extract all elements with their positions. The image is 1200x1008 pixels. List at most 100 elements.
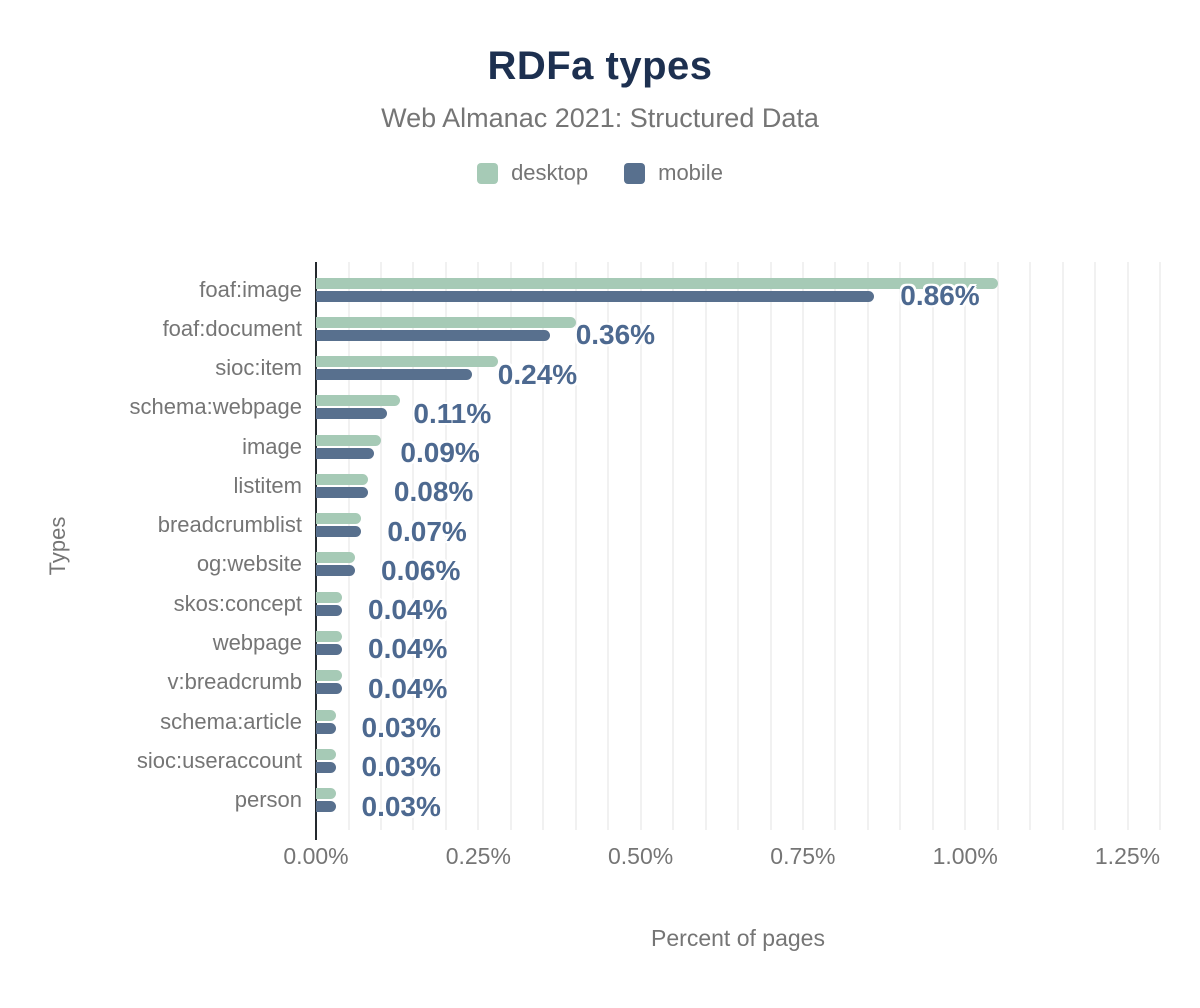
bar-row: v:breadcrumb 0.04% [167, 663, 1160, 704]
bar-row: schema:article 0.03% [160, 702, 1160, 744]
bar-mobile [316, 369, 472, 381]
gridline [931, 262, 934, 830]
category-label: schema:webpage [129, 394, 302, 420]
bar-desktop [316, 356, 498, 368]
bar-mobile [316, 604, 342, 616]
chart-title: RDFa types [487, 44, 713, 88]
gridline [412, 262, 415, 830]
gridline [801, 262, 804, 830]
bar-row: foaf:document 0.36% [163, 309, 1160, 351]
bar-mobile [316, 526, 362, 538]
bar-mobile [316, 683, 342, 695]
x-axis-ticks: 0.00% 0.25% 0.50% 0.75% 1.00% 1.25% [283, 843, 1161, 873]
bar-desktop [316, 395, 401, 407]
gridline [737, 262, 739, 830]
bar-mobile [316, 565, 355, 577]
legend-label-desktop: desktop [511, 160, 589, 185]
gridline [1126, 262, 1129, 830]
bar-row: sioc:useraccount 0.03% [137, 741, 1160, 783]
bar-desktop [316, 630, 342, 642]
bar-row: skos:concept 0.04% [174, 584, 1160, 626]
gridline [834, 262, 837, 830]
gridline [379, 262, 382, 830]
bar-desktop [316, 277, 998, 289]
legend-swatch-mobile [624, 162, 646, 184]
gridline [672, 262, 675, 830]
bar-mobile [316, 722, 336, 734]
data-label: 0.06% [381, 554, 461, 586]
gridline [639, 262, 642, 830]
category-label: foaf:image [199, 276, 302, 302]
chart-subtitle: Web Almanac 2021: Structured Data [381, 103, 819, 133]
bar-row: og:website 0.06% [197, 545, 1160, 586]
bar-desktop [316, 748, 336, 760]
data-label: 0.04% [368, 672, 448, 704]
legend-item-mobile: mobile [624, 160, 723, 186]
bar-mobile [316, 329, 550, 341]
bar-mobile [316, 408, 388, 420]
category-label: og:website [196, 551, 302, 577]
data-label: 0.03% [361, 712, 441, 744]
plot-area: foaf:image 0.86% foaf:document 0.36% sioc:it… [130, 262, 1161, 869]
data-label: 0.03% [361, 751, 441, 783]
category-label: webpage [212, 630, 302, 656]
bar-desktop [316, 316, 576, 328]
bar-mobile [316, 290, 875, 302]
data-label: 0.24% [497, 358, 578, 390]
bar-desktop [316, 434, 381, 446]
data-label: 0.08% [393, 476, 474, 508]
x-tick-label: 0.00% [283, 843, 349, 869]
gridline [866, 262, 869, 830]
category-label: foaf:document [162, 315, 302, 341]
bar-mobile [316, 801, 336, 813]
category-label: skos:concept [173, 590, 302, 616]
bar-row: person 0.03% [235, 780, 1160, 821]
x-tick-label: 1.25% [1094, 843, 1161, 869]
bar-desktop [316, 670, 342, 682]
category-label: person [234, 787, 302, 813]
data-label: 0.09% [400, 437, 480, 469]
gridline [964, 262, 967, 830]
bar-rows: foaf:image 0.86% foaf:document 0.36% sioc:it… [130, 270, 1160, 822]
y-axis-line [315, 262, 317, 840]
bar-row: sioc:item 0.24% [215, 349, 1160, 390]
gridline [996, 262, 999, 830]
x-tick-label: 1.00% [932, 843, 998, 869]
category-label: v:breadcrumb [167, 669, 302, 695]
bar-desktop [316, 591, 342, 603]
data-label: 0.04% [368, 633, 448, 665]
gridline [1029, 262, 1032, 830]
category-label: breadcrumblist [157, 512, 302, 538]
bar-mobile [316, 486, 368, 498]
data-label: 0.86% [900, 280, 980, 312]
gridline [574, 262, 577, 830]
gridline [1061, 262, 1064, 830]
bar-row: image 0.09% [242, 427, 1160, 469]
bar-desktop [316, 788, 336, 800]
legend-item-desktop: desktop [477, 160, 588, 186]
bar-row: foaf:image 0.86% [199, 270, 1160, 312]
gridline [542, 262, 545, 830]
x-tick-label: 0.50% [607, 843, 674, 869]
bar-row: breadcrumblist 0.07% [158, 506, 1160, 546]
category-label: sioc:useraccount [136, 747, 302, 773]
legend-swatch-desktop [477, 162, 499, 184]
bar-mobile [316, 643, 342, 655]
x-tick-label: 0.75% [770, 843, 836, 869]
data-label: 0.36% [575, 319, 656, 351]
bar-desktop [316, 513, 362, 525]
gridline [1159, 262, 1161, 830]
gridline [509, 262, 512, 830]
x-axis-title: Percent of pages [651, 925, 825, 951]
bar-desktop [316, 473, 368, 485]
bar-mobile [316, 761, 336, 773]
bar-row: webpage 0.04% [213, 623, 1160, 665]
gridline [704, 262, 707, 830]
legend: desktop mobile [0, 160, 1200, 186]
bar-desktop [316, 709, 336, 721]
data-label: 0.04% [368, 594, 448, 626]
category-label: image [242, 433, 302, 459]
gridline [607, 262, 610, 830]
gridline [477, 262, 480, 830]
